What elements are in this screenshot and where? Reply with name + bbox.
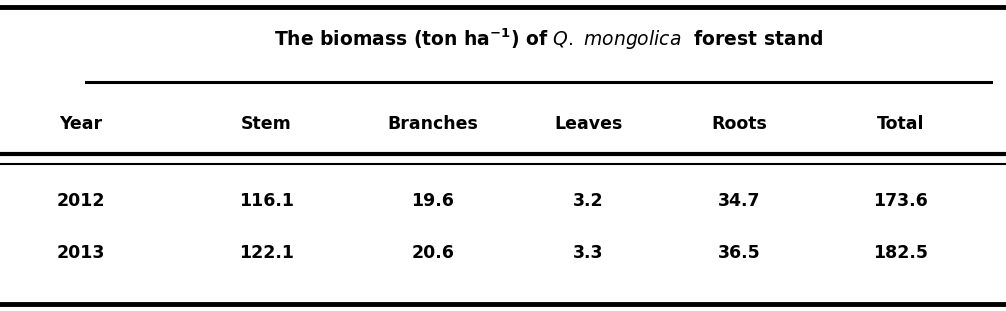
Text: 3.2: 3.2 [573,192,604,210]
Text: 182.5: 182.5 [873,244,928,262]
Text: 20.6: 20.6 [411,244,454,262]
Text: Leaves: Leaves [554,115,623,133]
Text: The biomass (ton ha$\mathbf{^{-1}}$) of $\mathbf{\it{Q.\ mongolica}}$  forest st: The biomass (ton ha$\mathbf{^{-1}}$) of … [274,26,823,52]
Text: 122.1: 122.1 [239,244,294,262]
Text: Total: Total [876,115,925,133]
Text: 2012: 2012 [56,192,105,210]
Text: 3.3: 3.3 [573,244,604,262]
Text: 19.6: 19.6 [411,192,454,210]
Text: Year: Year [59,115,102,133]
Text: Roots: Roots [711,115,768,133]
Text: Branches: Branches [387,115,478,133]
Text: 173.6: 173.6 [873,192,928,210]
Text: Stem: Stem [241,115,292,133]
Text: 34.7: 34.7 [718,192,761,210]
Text: 116.1: 116.1 [239,192,294,210]
Text: 2013: 2013 [56,244,105,262]
Text: 36.5: 36.5 [718,244,761,262]
